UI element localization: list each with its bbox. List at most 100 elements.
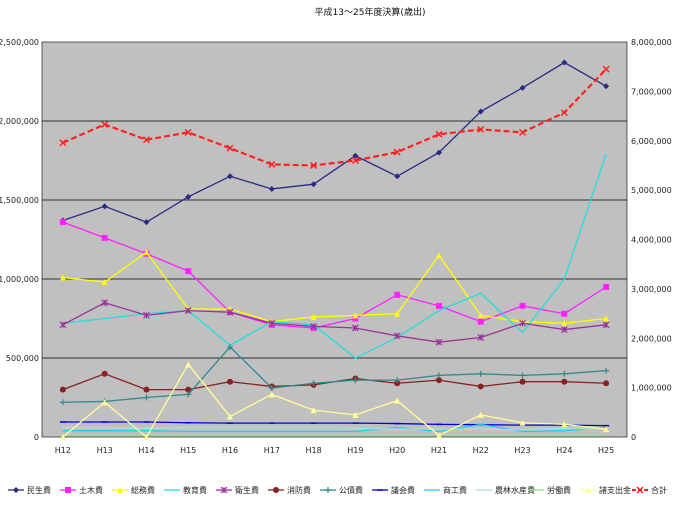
legend-item: 議会費: [372, 485, 415, 495]
plot-area: [41, 41, 628, 438]
data-point: [585, 487, 591, 493]
data-point: [393, 332, 401, 340]
right-tick-label: 4,000,000: [631, 236, 672, 245]
data-point: [268, 319, 276, 327]
x-tick-label: H24: [556, 446, 572, 455]
data-point: [435, 338, 443, 346]
data-point: [519, 128, 527, 136]
data-point: [143, 219, 150, 226]
data-point: [227, 173, 234, 180]
legend-label: 商工費: [443, 485, 467, 495]
data-point: [560, 109, 568, 117]
legend-label: 諸支出金: [599, 485, 631, 495]
x-tick-label: H21: [431, 446, 447, 455]
legend-item: 衛生費: [216, 485, 259, 495]
legend-label: 労働費: [547, 485, 571, 495]
legend-item: 土木費: [60, 485, 103, 495]
data-point: [477, 383, 484, 390]
legend-item: 民生費: [8, 485, 51, 495]
data-point: [310, 161, 318, 169]
data-point: [394, 291, 401, 298]
data-point: [117, 487, 123, 493]
data-point: [185, 361, 192, 368]
data-point: [477, 318, 484, 325]
x-tick-label: H15: [180, 446, 196, 455]
series-line: [62, 421, 607, 427]
right-axis-ticks: 0 1,000,000 2,000,000 3,000,000 4,000,000 5,0…: [631, 38, 672, 442]
gridlines: [42, 120, 627, 359]
x-tick-label: H14: [138, 446, 154, 455]
data-point: [394, 380, 401, 387]
x-tick-label: H25: [598, 446, 614, 455]
data-point: [310, 313, 317, 320]
right-tick-label: 1,000,000: [631, 384, 672, 393]
data-point: [352, 377, 359, 384]
data-point: [226, 308, 234, 316]
data-point: [435, 432, 442, 439]
right-tick-label: 2,000,000: [631, 334, 672, 343]
data-point: [310, 322, 318, 330]
left-axis-ticks: 0 500,000 1,000,000 1,500,000 2,000,000 2,500…: [0, 38, 39, 442]
data-point: [185, 391, 192, 398]
data-point: [185, 268, 192, 275]
data-point: [394, 397, 401, 404]
data-point: [220, 486, 228, 494]
data-point: [435, 377, 442, 384]
data-point: [325, 487, 331, 493]
legend-label: 農林水産費: [495, 485, 535, 495]
data-point: [519, 302, 526, 309]
data-point: [143, 311, 150, 319]
data-point: [435, 252, 442, 259]
legend-label: 土木費: [79, 485, 103, 495]
legend-item: 合計: [632, 485, 667, 495]
data-point: [603, 426, 610, 433]
data-point: [59, 274, 66, 281]
data-point: [273, 487, 279, 493]
legend: 民生費 土木費 総務費 教育費 衛生費 消防費 公債費 議会費 商工費 農林水産費 労働費 諸支出金 合…: [8, 485, 667, 495]
data-point: [519, 378, 526, 385]
series-line: [62, 61, 607, 223]
data-point: [603, 83, 610, 90]
data-point: [519, 419, 526, 426]
left-tick-label: 2,500,000: [0, 38, 39, 47]
legend-label: 合計: [651, 485, 667, 495]
legend-label: 消防費: [287, 485, 311, 495]
data-point: [310, 407, 317, 414]
legend-item: 商工費: [424, 485, 467, 495]
data-point: [352, 312, 359, 319]
series-layer: [59, 59, 610, 440]
legend-item: 公債費: [320, 485, 363, 495]
data-point: [603, 283, 610, 290]
data-point: [59, 219, 66, 226]
data-point: [519, 319, 526, 327]
legend-label: 議会費: [391, 485, 415, 495]
x-tick-label: H19: [347, 446, 363, 455]
left-tick-label: 2,000,000: [0, 117, 39, 126]
data-point: [519, 372, 526, 379]
data-point: [101, 203, 108, 210]
legend-item: 農林水産費: [476, 485, 535, 495]
data-point: [561, 310, 568, 317]
legend-label: 総務費: [131, 485, 155, 495]
data-point: [268, 391, 275, 398]
data-point: [310, 181, 317, 188]
data-point: [59, 139, 67, 147]
series-12: [59, 65, 610, 169]
legend-label: 教育費: [183, 485, 207, 495]
x-tick-label: H22: [473, 446, 489, 455]
data-point: [435, 372, 442, 379]
data-point: [143, 386, 150, 393]
data-point: [352, 315, 359, 322]
legend-item: 総務費: [112, 485, 155, 495]
data-point: [351, 324, 359, 332]
data-point: [561, 421, 568, 428]
right-tick-label: 3,000,000: [631, 285, 672, 294]
data-point: [477, 108, 484, 115]
left-tick-label: 1,500,000: [0, 196, 39, 205]
data-point: [59, 321, 67, 329]
data-point: [268, 385, 275, 392]
series-line: [62, 251, 607, 324]
legend-item: 労働費: [528, 485, 571, 495]
series-line: [62, 426, 607, 431]
